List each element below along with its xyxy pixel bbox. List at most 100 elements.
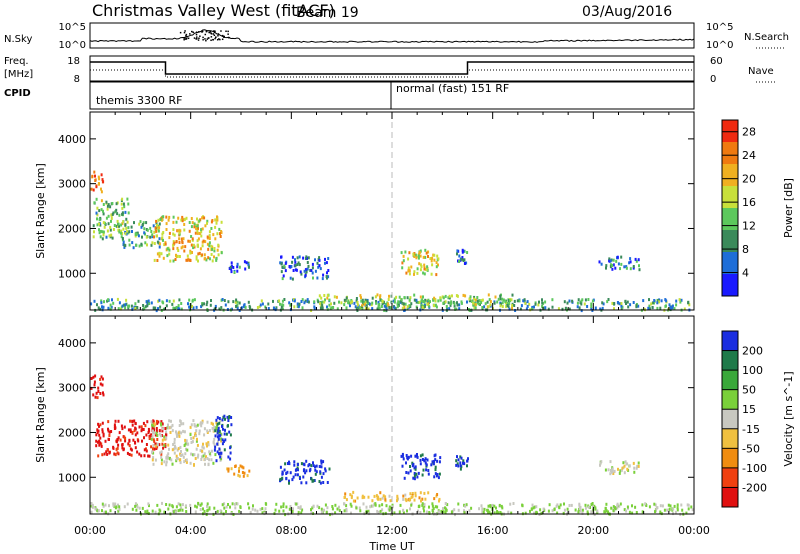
- range-cell: [265, 502, 268, 506]
- range-cell: [416, 453, 418, 456]
- range-cell: [295, 502, 298, 506]
- range-cell: [392, 299, 395, 303]
- range-cell: [238, 301, 241, 305]
- range-cell: [291, 260, 294, 264]
- range-cell: [116, 297, 119, 301]
- range-cell: [511, 304, 514, 308]
- range-cell: [212, 422, 214, 426]
- range-cell: [121, 304, 124, 308]
- range-cell: [429, 257, 432, 260]
- range-cell: [215, 256, 218, 260]
- range-cell: [296, 305, 299, 308]
- range-cell: [202, 239, 205, 243]
- colorbar-tick-label: 28: [742, 126, 756, 139]
- range-cell: [404, 302, 407, 306]
- range-cell: [101, 230, 104, 234]
- range-cell: [127, 442, 130, 446]
- range-cell: [568, 307, 571, 311]
- range-cell: [293, 299, 296, 303]
- range-cell: [278, 509, 281, 513]
- range-cell: [659, 510, 662, 514]
- range-cell: [158, 237, 161, 241]
- range-cell: [121, 232, 124, 235]
- range-cell: [153, 439, 156, 443]
- range-cell: [213, 249, 216, 253]
- range-cell: [200, 458, 203, 461]
- range-cell: [378, 306, 381, 310]
- range-cell: [671, 306, 674, 310]
- range-cell: [183, 430, 186, 434]
- range-cell: [123, 435, 126, 439]
- range-cell: [201, 449, 204, 453]
- range-cell: [115, 202, 118, 206]
- range-cell: [365, 511, 368, 515]
- range-cell: [656, 306, 659, 310]
- range-cell: [160, 252, 163, 256]
- nsky-dot: [210, 33, 213, 35]
- range-cell: [227, 419, 230, 422]
- range-cell: [424, 457, 427, 461]
- nsky-dot: [185, 33, 188, 36]
- range-cell: [105, 450, 108, 454]
- range-cell: [336, 507, 339, 511]
- range-cell: [167, 218, 170, 222]
- range-cell: [214, 218, 217, 222]
- range-cell: [239, 464, 242, 468]
- range-cell: [590, 302, 593, 306]
- nsky-dot: [212, 33, 215, 35]
- range-cell: [353, 301, 356, 305]
- range-cell: [140, 454, 143, 458]
- range-cell: [304, 257, 307, 260]
- range-cell: [133, 221, 135, 225]
- range-cell: [414, 491, 417, 495]
- range-cell: [408, 304, 411, 308]
- range-cell: [248, 506, 251, 510]
- range-cell: [260, 299, 263, 303]
- range-cell: [195, 434, 197, 437]
- range-cell: [494, 295, 497, 299]
- range-cell: [110, 305, 113, 309]
- range-cell: [532, 506, 535, 510]
- range-cell: [185, 439, 188, 443]
- range-cell: [158, 254, 161, 258]
- range-cell: [362, 502, 365, 506]
- range-cell: [196, 224, 199, 228]
- range-cell: [191, 440, 194, 444]
- range-cell: [679, 300, 682, 304]
- range-cell: [481, 510, 484, 514]
- range-cell: [145, 300, 148, 304]
- range-cell: [529, 509, 531, 513]
- range-cell: [115, 440, 118, 444]
- range-cell: [460, 301, 463, 305]
- nsky-dot: [184, 30, 186, 32]
- range-cell: [181, 219, 184, 223]
- range-cell: [104, 503, 107, 507]
- range-cell: [206, 502, 209, 506]
- range-cell: [208, 234, 211, 238]
- range-cell: [384, 511, 387, 515]
- range-cell: [321, 304, 324, 308]
- range-cell: [496, 511, 498, 515]
- range-cell: [407, 266, 410, 270]
- range-cell: [116, 212, 119, 216]
- range-cell: [102, 432, 105, 436]
- colorbar-swatch: [722, 389, 738, 410]
- range-cell: [413, 270, 416, 274]
- range-cell: [432, 462, 435, 466]
- range-cell: [162, 307, 165, 311]
- range-cell: [201, 445, 204, 449]
- range-cell: [626, 505, 629, 509]
- range-cell: [407, 257, 410, 261]
- range-cell: [474, 306, 477, 310]
- range-cell: [226, 415, 229, 419]
- range-cell: [148, 302, 151, 305]
- range-cell: [436, 473, 439, 476]
- range-cell: [142, 307, 145, 311]
- range-cell: [185, 458, 188, 462]
- nsky-panel: [89, 22, 695, 49]
- range-cell: [316, 261, 319, 265]
- range-cell: [487, 293, 490, 297]
- range-cell: [190, 217, 193, 220]
- range-cell: [397, 303, 400, 307]
- range-cell: [208, 244, 211, 248]
